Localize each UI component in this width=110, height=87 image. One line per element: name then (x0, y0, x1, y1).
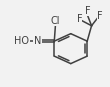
Text: F: F (97, 11, 103, 21)
Text: N: N (34, 36, 41, 46)
Text: F: F (77, 14, 82, 24)
Text: F: F (85, 6, 91, 16)
Text: HO: HO (14, 36, 29, 46)
Text: Cl: Cl (51, 16, 60, 26)
